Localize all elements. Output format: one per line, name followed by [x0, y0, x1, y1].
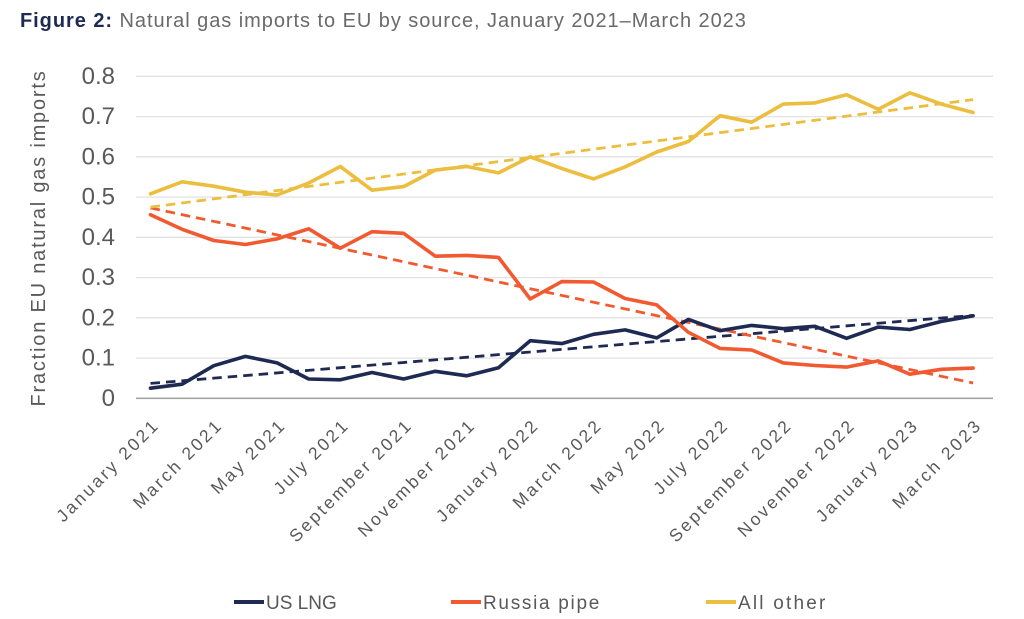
svg-text:0: 0: [102, 385, 115, 412]
svg-text:November 2022: November 2022: [733, 415, 859, 541]
svg-text:0.2: 0.2: [82, 304, 115, 331]
svg-text:January 2021: January 2021: [52, 415, 163, 526]
svg-text:0.1: 0.1: [82, 345, 115, 372]
svg-text:0.5: 0.5: [82, 184, 115, 211]
svg-text:Russia pipe: Russia pipe: [483, 593, 601, 614]
svg-text:November 2021: November 2021: [354, 415, 480, 541]
svg-text:Fraction EU natural gas import: Fraction EU natural gas imports: [28, 69, 50, 406]
svg-text:0.4: 0.4: [82, 224, 115, 251]
svg-text:All other: All other: [738, 593, 828, 614]
svg-text:September 2021: September 2021: [285, 415, 416, 546]
svg-text:Figure 2: Natural gas imports: Figure 2: Natural gas imports to EU by s…: [20, 10, 747, 32]
svg-text:0.7: 0.7: [82, 103, 115, 130]
svg-text:0.3: 0.3: [82, 264, 115, 291]
svg-text:September 2022: September 2022: [665, 415, 796, 546]
svg-text:US LNG: US LNG: [266, 593, 337, 614]
svg-text:0.6: 0.6: [82, 143, 115, 170]
svg-text:0.8: 0.8: [82, 63, 115, 90]
